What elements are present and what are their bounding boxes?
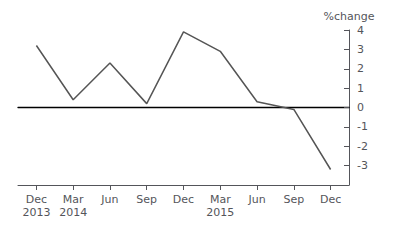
svg-text:Mar: Mar <box>63 193 84 206</box>
svg-text:Jun: Jun <box>100 193 118 206</box>
svg-text:2014: 2014 <box>59 206 87 219</box>
svg-text:-1: -1 <box>357 120 368 133</box>
svg-text:Sep: Sep <box>283 193 304 206</box>
svg-text:Dec: Dec <box>173 193 194 206</box>
svg-text:-3: -3 <box>357 159 368 172</box>
svg-text:2: 2 <box>357 62 364 75</box>
svg-text:2015: 2015 <box>206 206 234 219</box>
svg-text:Jun: Jun <box>247 193 265 206</box>
svg-text:Dec: Dec <box>26 193 47 206</box>
svg-text:1: 1 <box>357 82 364 95</box>
svg-text:Sep: Sep <box>136 193 157 206</box>
svg-text:2013: 2013 <box>22 206 50 219</box>
svg-text:3: 3 <box>357 43 364 56</box>
svg-text:0: 0 <box>357 101 364 114</box>
svg-text:4: 4 <box>357 24 364 37</box>
svg-text:%change: %change <box>324 10 375 23</box>
svg-text:-2: -2 <box>357 140 368 153</box>
svg-text:Dec: Dec <box>320 193 341 206</box>
svg-text:Mar: Mar <box>210 193 231 206</box>
